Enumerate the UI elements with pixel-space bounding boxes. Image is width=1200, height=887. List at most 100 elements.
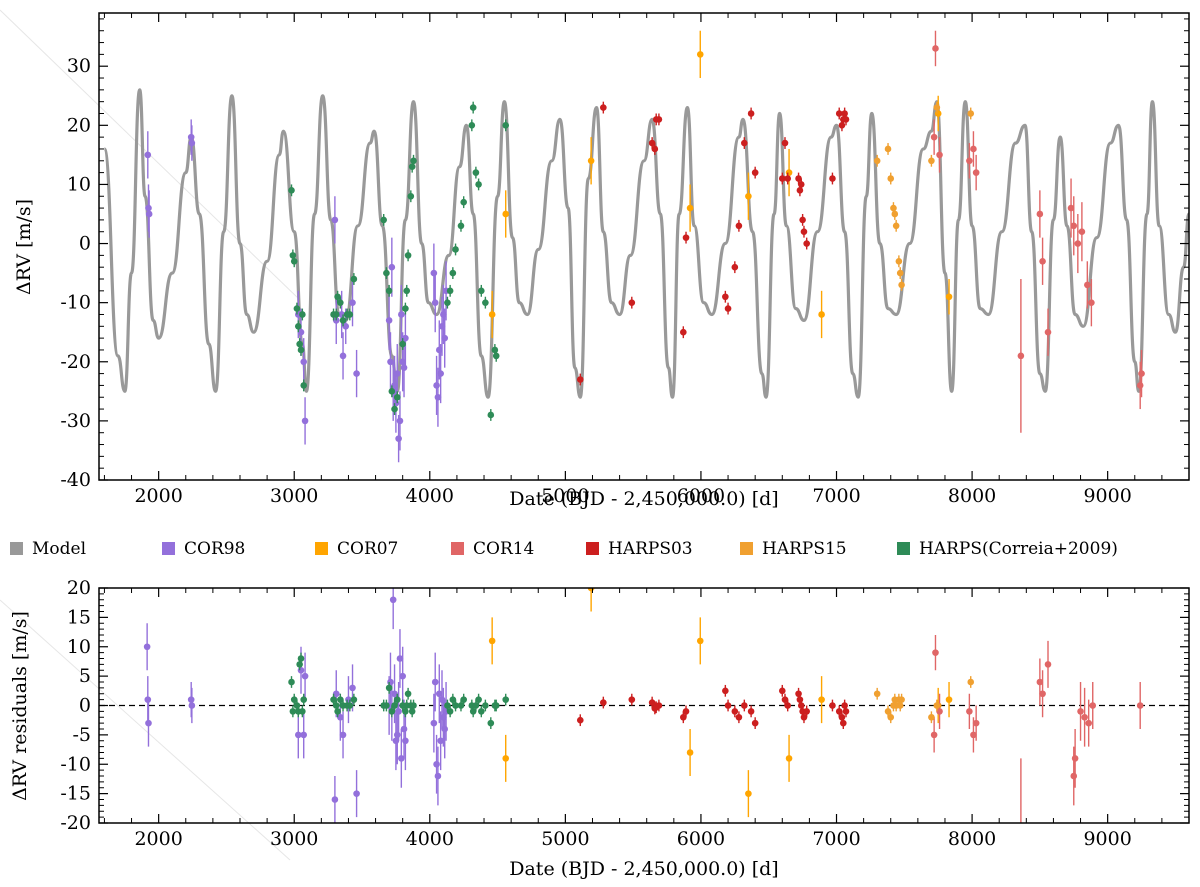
cor14-point [1078, 228, 1086, 236]
harps15-point [892, 222, 900, 230]
legend-swatch-harps03 [586, 542, 599, 555]
harps-correia-2009-point [339, 317, 347, 324]
harps-correia-2009-point [297, 655, 305, 662]
harps03-point [839, 719, 847, 727]
harps-correia-2009-point [337, 299, 344, 306]
cor07-point [587, 157, 595, 165]
harps15-point [896, 702, 904, 709]
cor98-point [400, 364, 408, 371]
harps03-point [628, 299, 636, 306]
harps-correia-2009-point [482, 702, 489, 709]
legend-label: HARPS03 [608, 539, 693, 559]
rv-x-tick-label: 2000 [134, 485, 182, 507]
cor98-point [188, 702, 196, 709]
harps-correia-2009-point [383, 269, 390, 277]
rv-x-tick-label: 8000 [948, 485, 996, 507]
harps03-point [842, 116, 850, 123]
cor14-point [1081, 713, 1088, 721]
harps03-point [722, 687, 729, 695]
rv-y-tick-label: 30 [67, 55, 91, 77]
harps03-point [741, 702, 748, 709]
harps-correia-2009-point [385, 287, 393, 295]
harps15-point [884, 708, 892, 715]
harps03-point [784, 702, 792, 709]
harps03-point [682, 708, 690, 715]
rv-y-tick-label: -10 [60, 292, 91, 314]
cor14-point [1067, 204, 1075, 212]
harps-correia-2009-point [472, 702, 480, 709]
cor14-point [1084, 281, 1091, 289]
cor07-point [502, 755, 510, 762]
residuals-y-tick-label: 5 [79, 665, 91, 687]
cor98-point [430, 269, 438, 277]
harps03-point [735, 222, 743, 230]
rv-y-tick-label: -20 [60, 351, 91, 373]
harps-correia-2009-point [404, 690, 412, 698]
harps-correia-2009-point [337, 696, 344, 703]
cor98-point [337, 713, 344, 721]
cor98-point [145, 210, 153, 218]
cor98-point [145, 719, 152, 727]
harps-correia-2009-point [469, 708, 477, 715]
residuals-x-axis-label: Date (BJD - 2,450,000.0) [d] [509, 858, 778, 880]
cor14-point [970, 145, 977, 153]
cor14-point [1039, 257, 1046, 265]
rv-y-tick-label: -40 [60, 469, 91, 491]
harps-correia-2009-point [475, 696, 482, 703]
harps03-point [648, 139, 656, 147]
harps-correia-2009-point [457, 702, 465, 709]
harps-correia-2009-point [289, 252, 297, 259]
cor14-point [1074, 240, 1082, 247]
cor98-point [385, 317, 393, 324]
harps-correia-2009-point [446, 287, 454, 295]
harps-correia-2009-point [293, 305, 301, 312]
legend-swatch-cor14 [451, 542, 464, 555]
harps-correia-2009-point [289, 708, 297, 715]
cor07-point [945, 293, 953, 301]
rv-x-tick-label: 7000 [812, 485, 860, 507]
residuals-y-tick-label: -20 [60, 812, 91, 834]
harps15-point [896, 269, 904, 277]
harps-correia-2009-point [502, 122, 510, 129]
cor14-point [1077, 708, 1084, 715]
cor14-point [1044, 661, 1052, 668]
harps-correia-2009-point [293, 702, 301, 709]
rv-y-axis-label: ΔRV [m/s] [13, 199, 35, 295]
harps03-point [648, 699, 656, 706]
cor14-point [930, 133, 938, 141]
cor98-point [431, 299, 439, 306]
rv-x-axis-label: Date (BJD - 2,450,000.0) [d] [509, 488, 778, 510]
residuals-y-tick-label: 20 [67, 577, 91, 599]
legend-swatch-cor98 [162, 542, 175, 555]
rv-y-tick-label: 20 [67, 114, 91, 136]
residuals-plot-frame [98, 587, 1190, 824]
cor98-point [431, 678, 439, 686]
cor14-point [966, 708, 973, 715]
cor98-point [342, 323, 350, 330]
harps-correia-2009-point [408, 163, 416, 170]
harps-correia-2009-point [502, 696, 510, 703]
harps15-point [928, 157, 935, 165]
legend-label: COR14 [473, 539, 534, 559]
harps-correia-2009-point [449, 696, 457, 703]
cor14-point [1088, 299, 1095, 306]
rv-x-tick-label: 4000 [406, 485, 454, 507]
cor98-point [393, 731, 401, 739]
model-curve [102, 88, 1189, 399]
cor07-point [745, 192, 752, 200]
cor98-point [387, 358, 394, 366]
harps-correia-2009-point [300, 382, 308, 389]
harps-correia-2009-point [444, 299, 451, 306]
harps03-point [731, 263, 739, 271]
legend-label: HARPS(Correia+2009) [919, 539, 1118, 559]
harps-correia-2009-point [492, 352, 500, 360]
cor98-point [294, 731, 302, 739]
cor14-point [936, 151, 943, 159]
harps03-point [751, 719, 759, 727]
harps03-point [576, 376, 584, 383]
harps03-point [724, 702, 732, 709]
cor14-point [966, 157, 973, 165]
cor14-point [932, 649, 939, 656]
rv-plot-frame [98, 12, 1190, 481]
